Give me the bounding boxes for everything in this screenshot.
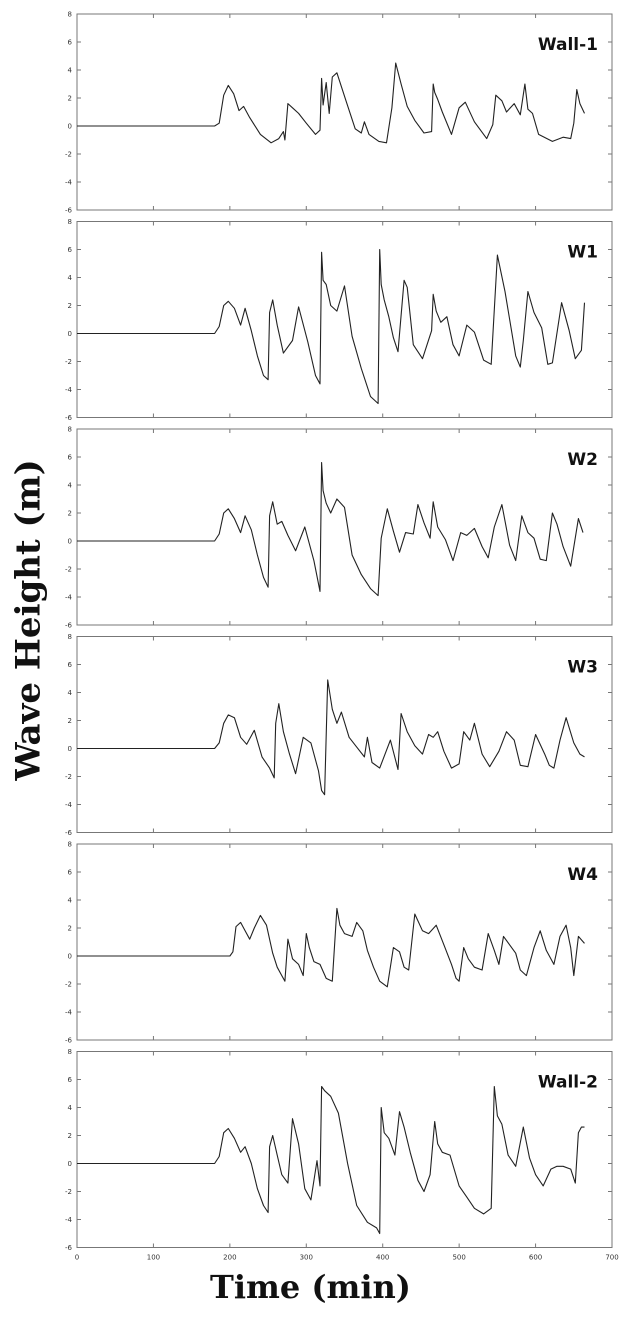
- y-tick-label: 0: [68, 123, 72, 131]
- y-tick-label: -4: [65, 386, 73, 394]
- panel-frame: [76, 636, 613, 833]
- y-tick-label: -6: [65, 622, 73, 630]
- y-tick-label: 8: [68, 11, 72, 19]
- panel-frame: [76, 428, 613, 626]
- y-tick-label: 4: [68, 482, 73, 490]
- y-tick-label: -6: [65, 207, 73, 215]
- y-tick-label: -6: [65, 829, 73, 837]
- panel-6: -6 -4 -2 0 2 4 6 8 0 100 200 300 400 500 600 700 Wall-2: [65, 1048, 619, 1262]
- y-tick-label: 8: [68, 633, 72, 641]
- wave-series-line: [77, 248, 586, 405]
- x-tick-label: 100: [147, 1254, 160, 1262]
- y-tick-label: -6: [65, 1244, 73, 1252]
- y-tick-label: -4: [65, 1009, 73, 1017]
- y-tick-label: -2: [65, 358, 72, 366]
- y-tick-label: 0: [68, 745, 72, 753]
- y-tick-label: 0: [68, 953, 72, 961]
- y-tick-label: 4: [68, 67, 73, 75]
- x-tick-label: 500: [452, 1254, 465, 1262]
- y-tick-label: 8: [68, 218, 72, 226]
- wave-series-line: [77, 462, 584, 597]
- panel-2: -6 -4 -2 0 2 4 6 8 W1: [65, 218, 613, 422]
- y-tick-label: -2: [65, 981, 72, 989]
- y-axis-label-text: Wave Height (m): [9, 459, 49, 781]
- panel-frame: [76, 843, 613, 1041]
- y-tick-label: 2: [68, 510, 72, 518]
- wave-series-line: [77, 1085, 585, 1235]
- y-tick-label: -4: [65, 801, 73, 809]
- x-tick-label: 300: [300, 1254, 313, 1262]
- x-tick-label: 600: [529, 1254, 542, 1262]
- y-axis-label: Wave Height (m): [6, 340, 52, 900]
- y-tick-label: 6: [68, 869, 73, 877]
- wave-series-line: [77, 62, 585, 144]
- y-tick-label: 6: [68, 454, 73, 462]
- y-tick-label: 4: [68, 689, 73, 697]
- panel-5: -6 -4 -2 0 2 4 6 8 W4: [65, 841, 613, 1045]
- y-tick-label: 8: [68, 841, 72, 849]
- y-tick-label: 2: [68, 1132, 72, 1140]
- panel-1: -6 -4 -2 0 2 4 6 8 Wall-1: [65, 11, 613, 215]
- y-tick-label: -4: [65, 594, 73, 602]
- y-tick-label: 8: [68, 1048, 72, 1056]
- y-tick-label: 2: [68, 95, 72, 103]
- panel-frame: [76, 13, 613, 211]
- panel-4: -6 -4 -2 0 2 4 6 8 W3: [65, 633, 613, 837]
- y-tick-label: 2: [68, 925, 72, 933]
- panel-frame: [76, 1051, 613, 1248]
- y-tick-label: 8: [68, 426, 72, 434]
- y-tick-label: -2: [65, 773, 72, 781]
- y-tick-label: -6: [65, 1037, 73, 1045]
- y-tick-label: 6: [68, 1076, 73, 1084]
- y-tick-label: 6: [68, 39, 73, 47]
- wave-series-line: [77, 907, 585, 988]
- y-tick-label: 6: [68, 246, 73, 254]
- y-tick-label: -4: [65, 179, 73, 187]
- panel-title: W4: [567, 865, 598, 885]
- panel-title: W1: [567, 243, 598, 263]
- y-tick-label: 2: [68, 717, 72, 725]
- panel-frame: [76, 221, 613, 418]
- y-tick-label: 0: [68, 330, 72, 338]
- panel-title: Wall-2: [538, 1073, 598, 1093]
- y-tick-label: 4: [68, 1104, 73, 1112]
- y-tick-label: 4: [68, 274, 73, 282]
- x-axis-label: Time (min): [210, 1268, 411, 1306]
- x-tick-label: 200: [223, 1254, 236, 1262]
- panel-title: W2: [567, 450, 598, 470]
- x-tick-label: 0: [75, 1254, 79, 1262]
- y-tick-label: -2: [65, 1188, 72, 1196]
- panel-title: Wall-1: [538, 35, 598, 55]
- y-tick-label: 0: [68, 1160, 72, 1168]
- y-tick-label: 2: [68, 302, 72, 310]
- wave-series-line: [77, 679, 585, 796]
- y-tick-label: 0: [68, 538, 72, 546]
- y-tick-label: -2: [65, 566, 72, 574]
- y-tick-label: 4: [68, 897, 73, 905]
- panel-title: W3: [567, 658, 598, 678]
- y-tick-label: -6: [65, 414, 73, 422]
- panel-3: -6 -4 -2 0 2 4 6 8 W2: [65, 426, 613, 630]
- y-tick-label: -2: [65, 151, 72, 159]
- y-tick-label: 6: [68, 661, 73, 669]
- x-tick-label: 400: [376, 1254, 389, 1262]
- y-tick-label: -4: [65, 1216, 73, 1224]
- x-tick-label: 700: [605, 1254, 618, 1262]
